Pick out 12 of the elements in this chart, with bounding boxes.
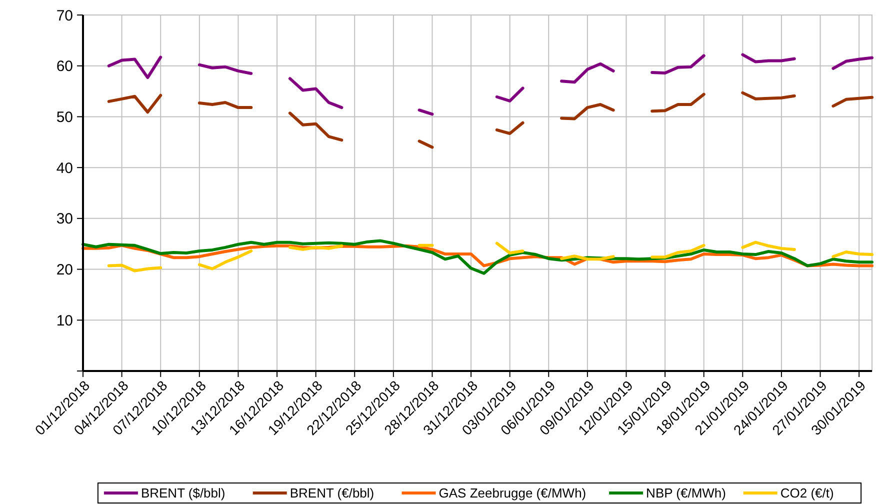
y-tick-label: 50 bbox=[56, 108, 73, 126]
y-tick-label: 60 bbox=[56, 58, 73, 76]
y-tick-label: 30 bbox=[56, 210, 73, 228]
y-tick-label: 70 bbox=[56, 7, 73, 24]
legend-label: NBP (€/MWh) bbox=[646, 486, 726, 501]
legend-label: CO2 (€/t) bbox=[780, 486, 834, 501]
y-tick-label: 40 bbox=[56, 160, 73, 177]
y-tick-label: 10 bbox=[56, 312, 73, 330]
legend-label: GAS Zeebrugge (€/MWh) bbox=[438, 486, 586, 501]
legend-label: BRENT ($/bbl) bbox=[140, 486, 226, 501]
y-tick-label: 20 bbox=[56, 262, 73, 279]
legend-label: BRENT (€/bbl) bbox=[290, 486, 374, 501]
